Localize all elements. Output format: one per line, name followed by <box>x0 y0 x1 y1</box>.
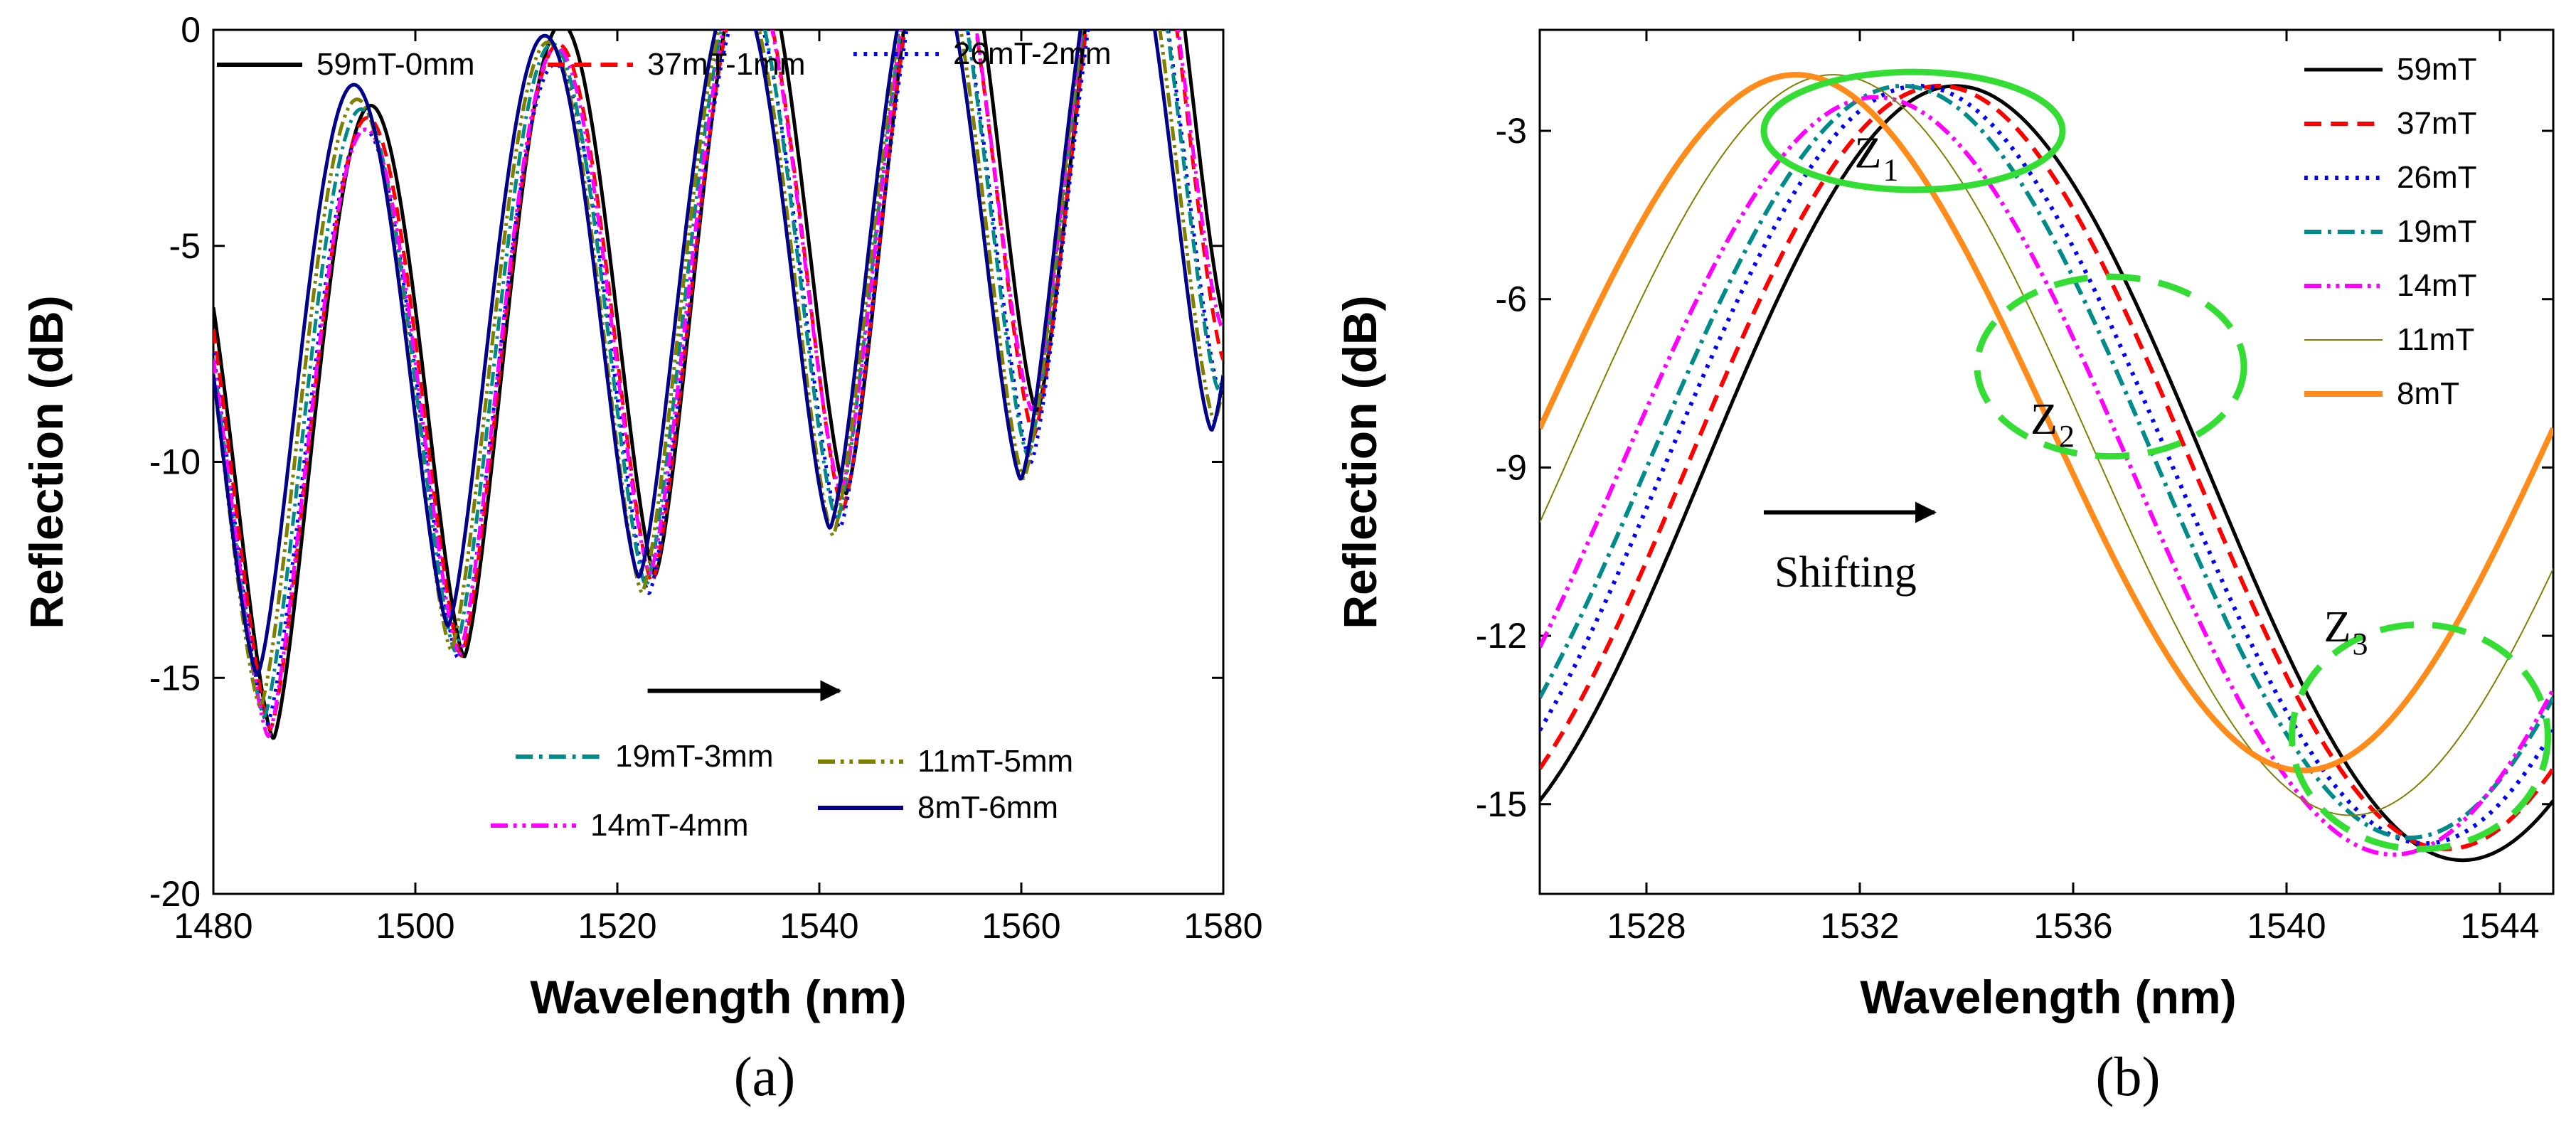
y-axis-title-a: Reflection (dB) <box>20 295 73 629</box>
panel-b: 1528 1532 1536 1540 1544-15-12-9-6-3 Z 1Z 2Z 3 … <box>1334 28 2555 1107</box>
zone-1-ellipse <box>1760 68 2066 193</box>
panel-label-b: (b) <box>2096 1045 2161 1107</box>
y-tick-label: -3 <box>1496 111 1527 151</box>
legend-label-19mT: 19mT <box>2397 214 2476 249</box>
zone-2-label: Z <box>2031 395 2058 444</box>
y-tick-label: -20 <box>149 874 201 914</box>
y-tick-label: -5 <box>169 226 201 266</box>
series-line-8mT-6mm <box>213 30 1223 677</box>
x-tick-label: 1560 <box>981 906 1060 946</box>
x-tick-label: 1520 <box>578 906 656 946</box>
legend-label-37mT-1mm: 37mT-1mm <box>647 47 805 82</box>
legend-label-37mT: 37mT <box>2397 106 2476 141</box>
series-line-11mT <box>1540 74 2553 816</box>
series-line-19mT-3mm <box>213 30 1223 718</box>
y-axis-title-b: Reflection (dB) <box>1334 295 1386 629</box>
y-tick-label: 0 <box>181 10 201 50</box>
series-b <box>1540 72 2553 863</box>
zone-3-subscript: 3 <box>2353 627 2368 661</box>
y-tick-label: -9 <box>1496 447 1527 487</box>
zone-2-subscript: 2 <box>2059 419 2075 454</box>
x-tick-label: 1540 <box>779 906 858 946</box>
axis-ticks-b: 1528 1532 1536 1540 1544 -15 -12 -9 -6 -3 <box>1476 30 2553 946</box>
x-axis-title-b: Wavelength (nm) <box>1860 971 2236 1023</box>
axis-ticks-a: 1480 1500 1520 1540 1560 1580 -20 -15 -10 -5 0 <box>149 10 1263 946</box>
x-axis-title-a: Wavelength (nm) <box>530 971 906 1023</box>
shifting-annotation: Shifting <box>1774 548 1917 597</box>
x-tick-label: 1500 <box>376 906 454 946</box>
legend-label-19mT-3mm: 19mT-3mm <box>615 739 773 774</box>
series-line-26mT <box>1540 83 2553 846</box>
legend-label-14mT: 14mT <box>2397 268 2476 303</box>
legend-label-26mT-2mm: 26mT-2mm <box>953 36 1111 71</box>
y-tick-label: -15 <box>149 658 201 698</box>
panel-label-a: (a) <box>734 1045 796 1107</box>
series-line-37mT-1mm <box>213 30 1223 731</box>
panel-a: 1480 1500 1520 1540 1560 1580 -20 -15 -10 -5 0 59m… <box>20 10 1263 1107</box>
legend-label-59mT: 59mT <box>2397 52 2476 87</box>
y-tick-label: -10 <box>149 442 201 482</box>
legend-label-14mT-4mm: 14mT-4mm <box>590 808 748 843</box>
zone-1-subscript: 1 <box>1883 152 1899 187</box>
series-a <box>213 30 1223 740</box>
legend-label-11mT: 11mT <box>2397 322 2474 357</box>
zone-3-label: Z <box>2324 603 2351 651</box>
x-tick-label: 1528 <box>1607 906 1686 946</box>
x-tick-label: 1480 <box>174 906 252 946</box>
legend-label-8mT: 8mT <box>2397 376 2459 411</box>
zone-1-label: Z <box>1855 129 1882 177</box>
x-tick-label: 1544 <box>2460 906 2539 946</box>
zones-b: Z 1Z 2Z 3 <box>1760 68 2551 853</box>
x-tick-label: 1580 <box>1183 906 1262 946</box>
y-tick-label: -12 <box>1476 616 1527 656</box>
zone-2-ellipse <box>1974 273 2247 460</box>
legend-label-8mT-6mm: 8mT-6mm <box>917 790 1058 825</box>
zone-3-ellipse <box>2289 621 2551 853</box>
y-tick-label: -15 <box>1476 784 1527 824</box>
y-tick-label: -6 <box>1496 279 1527 319</box>
series-line-19mT <box>1540 83 2553 841</box>
legend-label-26mT: 26mT <box>2397 160 2476 195</box>
legend-b: 59mT 37mT 26mT 19mT 14mT 11mT 8mT <box>2304 52 2476 411</box>
legend-a: 59mT-0mm 37mT-1mm 26mT-2mm 19mT-3mm 11mT-5mm… <box>217 36 1111 843</box>
series-line-14mT <box>1540 95 2553 857</box>
series-line-8mT <box>1540 72 2553 774</box>
x-tick-label: 1532 <box>1820 906 1899 946</box>
legend-label-11mT-5mm: 11mT-5mm <box>917 744 1073 779</box>
x-tick-label: 1540 <box>2247 906 2326 946</box>
x-tick-label: 1536 <box>2033 906 2112 946</box>
series-line-59mT <box>1540 84 2553 863</box>
legend-label-59mT-0mm: 59mT-0mm <box>316 47 474 82</box>
